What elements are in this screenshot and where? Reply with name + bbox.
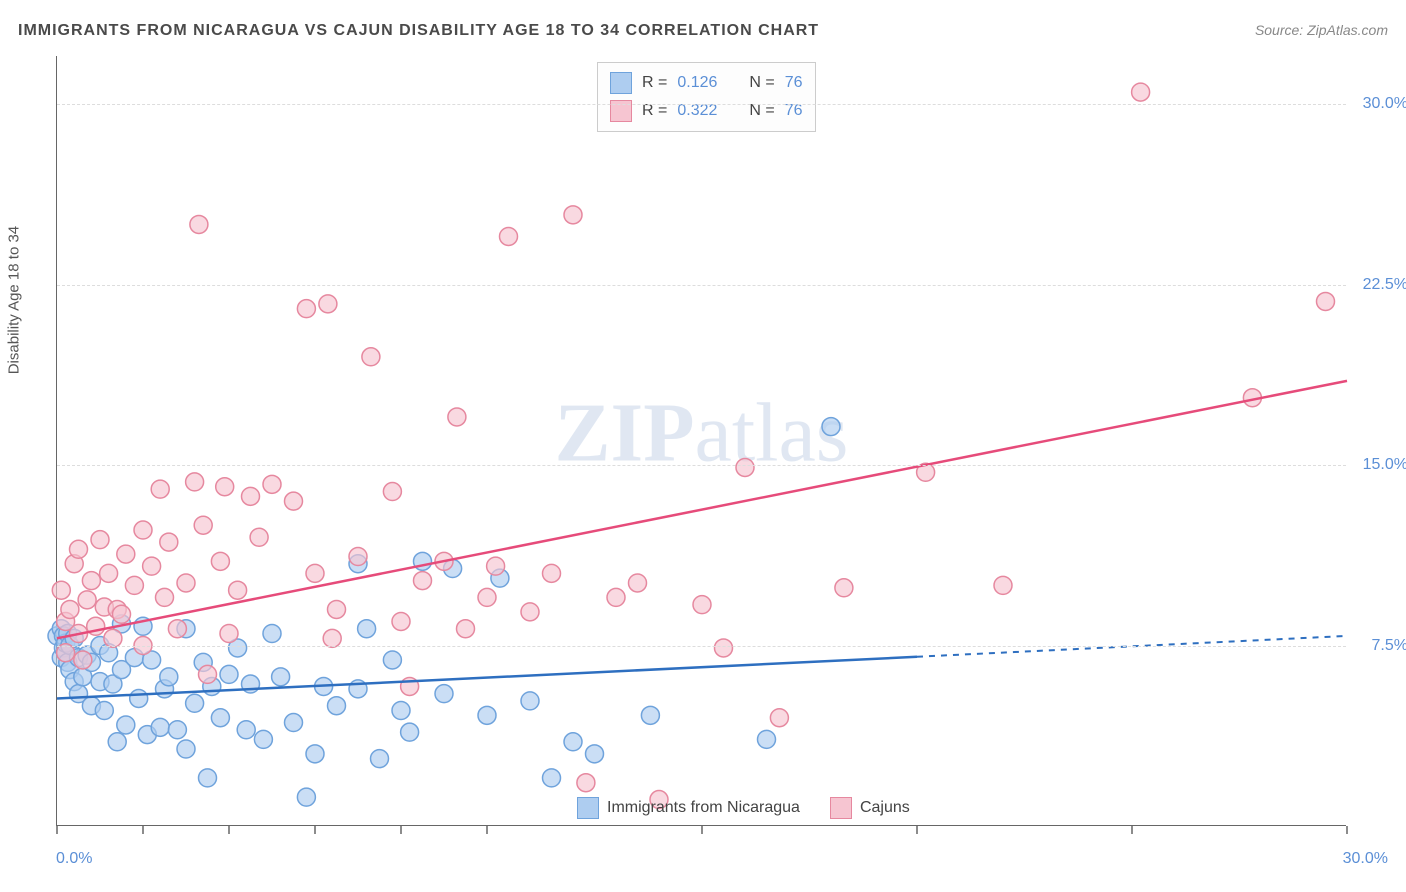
gridline: [57, 285, 1346, 286]
x-axis-min-label: 0.0%: [56, 850, 92, 868]
scatter-plot-area: ZIPatlas R = 0.126 N = 76 R = 0.322 N = …: [56, 56, 1346, 826]
series-legend: Immigrants from Nicaragua Cajuns: [577, 797, 910, 819]
legend-item: Cajuns: [830, 797, 910, 819]
legend-label: Cajuns: [860, 799, 910, 817]
gridline: [57, 104, 1346, 105]
correlation-legend: R = 0.126 N = 76 R = 0.322 N = 76: [597, 62, 816, 132]
gridline: [57, 646, 1346, 647]
x-axis-max-label: 30.0%: [1343, 850, 1388, 868]
legend-item: Immigrants from Nicaragua: [577, 797, 800, 819]
n-value: 76: [785, 97, 803, 125]
chart-title: IMMIGRANTS FROM NICARAGUA VS CAJUN DISAB…: [18, 22, 819, 40]
y-axis-label: Disability Age 18 to 34: [6, 226, 23, 374]
legend-label: Immigrants from Nicaragua: [607, 799, 800, 817]
r-value: 0.126: [677, 69, 717, 97]
legend-swatch: [830, 797, 852, 819]
n-value: 76: [785, 69, 803, 97]
y-tick-label: 15.0%: [1363, 456, 1406, 474]
legend-row: R = 0.126 N = 76: [610, 69, 803, 97]
legend-text: R =: [642, 97, 667, 125]
legend-text: N =: [749, 69, 774, 97]
legend-swatch: [577, 797, 599, 819]
legend-text: N =: [749, 97, 774, 125]
legend-swatch: [610, 72, 632, 94]
y-tick-label: 30.0%: [1363, 95, 1406, 113]
legend-text: R =: [642, 69, 667, 97]
legend-row: R = 0.322 N = 76: [610, 97, 803, 125]
y-tick-label: 22.5%: [1363, 276, 1406, 294]
r-value: 0.322: [677, 97, 717, 125]
y-tick-label: 7.5%: [1372, 637, 1406, 655]
chart-svg: [57, 56, 1346, 825]
gridline: [57, 465, 1346, 466]
source-attribution: Source: ZipAtlas.com: [1255, 22, 1388, 38]
